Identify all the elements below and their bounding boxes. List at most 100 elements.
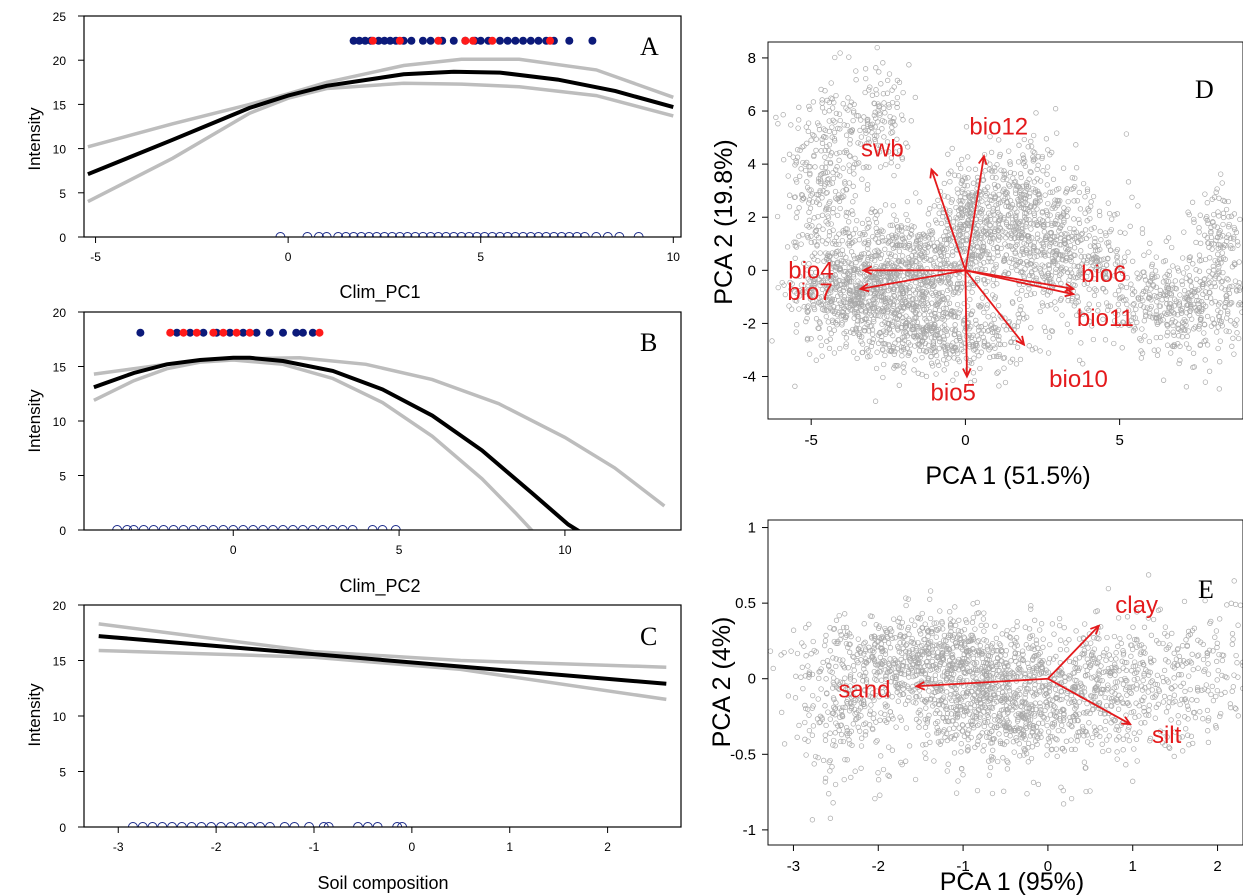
- presence-point: [292, 328, 301, 337]
- presence-point-red: [469, 36, 478, 45]
- pca-point: [810, 99, 817, 105]
- pca-point: [1033, 275, 1039, 281]
- plot-area: [769, 44, 1243, 404]
- pca-point: [851, 315, 857, 321]
- pca-point: [912, 622, 918, 628]
- pca-point: [917, 256, 923, 262]
- pca-point: [1113, 248, 1119, 255]
- absence-point: [198, 525, 209, 530]
- pca-point: [1015, 651, 1021, 657]
- pca-point: [1165, 235, 1172, 241]
- pca-point: [1015, 183, 1021, 189]
- pca-point: [828, 330, 834, 337]
- pca-point: [826, 253, 833, 259]
- pca-point: [1214, 234, 1221, 240]
- pca-point: [1187, 278, 1193, 284]
- pca-point: [1138, 355, 1145, 361]
- presence-point-red: [183, 597, 191, 605]
- pca-point: [1087, 215, 1093, 222]
- pca-point: [866, 224, 872, 230]
- pca-point: [889, 234, 896, 241]
- pca-point: [1207, 295, 1214, 301]
- pca-point: [831, 129, 838, 136]
- pca-point: [971, 355, 977, 361]
- pca-point: [857, 650, 864, 656]
- pca-point: [997, 215, 1004, 221]
- pca-point: [1165, 329, 1171, 335]
- pca-point: [999, 649, 1005, 655]
- pca-point: [863, 164, 869, 170]
- pca-point: [1225, 198, 1231, 205]
- pca-point: [1031, 179, 1038, 185]
- pca-point: [841, 278, 847, 284]
- pca-point: [929, 347, 935, 353]
- pca-point: [1016, 202, 1023, 208]
- pca-point: [985, 342, 991, 349]
- pca-point: [1091, 276, 1097, 282]
- pca-point: [990, 276, 997, 283]
- pca-point: [956, 233, 962, 239]
- loading-arrow-bio10: [964, 269, 1025, 346]
- pca-point: [1128, 317, 1134, 323]
- pca-point: [1139, 326, 1145, 332]
- presence-point: [212, 597, 220, 605]
- pca-point: [878, 81, 884, 87]
- pca-point: [1236, 335, 1242, 342]
- absence-point: [279, 822, 290, 827]
- pca-point: [799, 144, 805, 150]
- pca-point: [898, 283, 905, 289]
- pca-point: [1083, 788, 1089, 795]
- pca-point: [854, 355, 860, 362]
- pca-point: [1236, 259, 1242, 265]
- pca-point: [987, 685, 993, 692]
- pca-point: [950, 219, 957, 225]
- pca-point: [910, 653, 917, 659]
- pca-point: [1223, 293, 1229, 299]
- pca-point: [843, 213, 849, 219]
- pca-point: [1178, 310, 1185, 316]
- pca-point: [1005, 182, 1012, 188]
- pca-point: [853, 77, 859, 83]
- pca-point: [920, 327, 926, 333]
- pca-point: [961, 246, 967, 252]
- pca-point: [1214, 186, 1220, 192]
- pca-point: [900, 659, 907, 665]
- pca-point: [1000, 684, 1007, 690]
- absence-point: [510, 232, 521, 237]
- pca-point: [967, 638, 973, 644]
- pca-point: [881, 119, 888, 125]
- pca-point: [1193, 267, 1199, 273]
- pca-point: [1218, 279, 1224, 285]
- pca-point: [925, 649, 931, 655]
- pca-point: [973, 317, 979, 324]
- pca-point: [896, 615, 903, 621]
- pca-point: [1096, 208, 1103, 214]
- pca-point: [831, 238, 838, 245]
- pca-point: [1190, 261, 1196, 267]
- pca-point: [1145, 281, 1151, 287]
- pca-point: [889, 308, 896, 314]
- pca-point: [821, 126, 827, 132]
- pca-point: [1172, 278, 1178, 284]
- pca-point: [948, 682, 954, 689]
- pca-point: [887, 645, 894, 651]
- pca-point: [971, 661, 978, 667]
- pca-point: [1037, 348, 1043, 354]
- pca-point: [1211, 280, 1217, 286]
- pca-point: [1230, 236, 1237, 242]
- presence-point-red: [217, 597, 225, 605]
- ci-lower-line: [98, 648, 667, 702]
- pca-point: [957, 333, 963, 340]
- pca-point: [990, 336, 996, 342]
- pca-point: [919, 667, 926, 673]
- pca-point: [912, 290, 919, 296]
- pca-point: [929, 676, 935, 682]
- pca-point: [922, 750, 928, 756]
- pca-point: [899, 353, 905, 359]
- pca-point: [1023, 206, 1029, 212]
- pca-point: [871, 318, 877, 325]
- pca-point: [836, 310, 842, 316]
- pca-point: [823, 307, 829, 313]
- pca-point: [786, 303, 792, 309]
- presence-point: [386, 36, 395, 45]
